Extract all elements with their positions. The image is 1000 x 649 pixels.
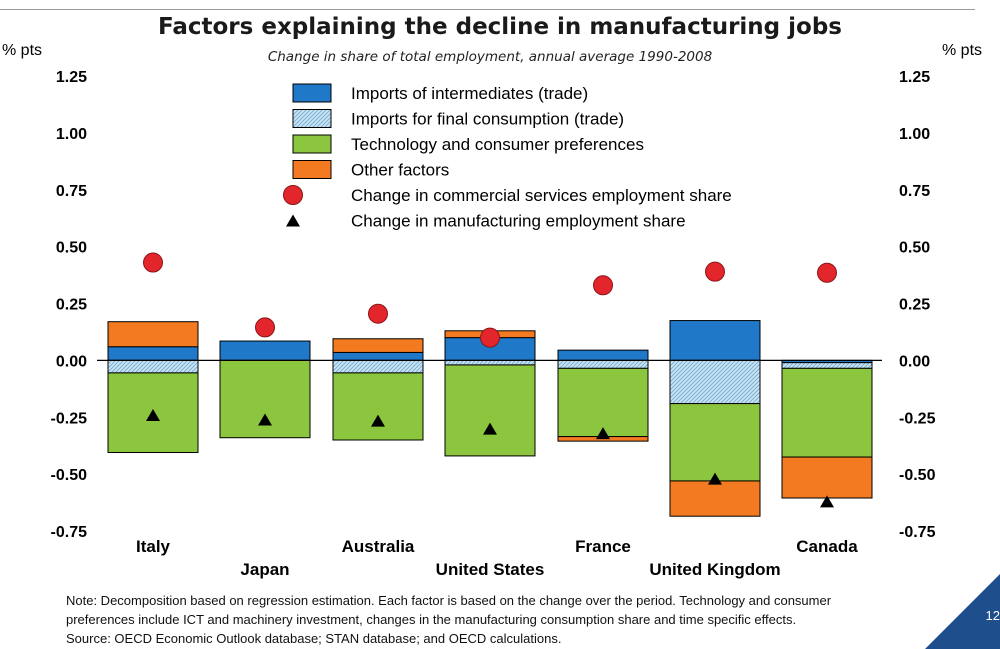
legend-swatch-final [292,109,332,128]
y-tick-label-right: -0.75 [899,524,936,541]
marker-services [368,303,388,324]
legend-label-manufacturing: Change in manufacturing employment share [351,212,686,231]
marker-services [255,317,275,338]
bar-tech [669,403,761,482]
legend-swatch-other [292,160,332,179]
bar-other [781,456,873,499]
y-axis-unit-right: % pts [942,42,983,59]
note-line-2: preferences include ICT and machinery in… [66,612,797,627]
chart-note: Note: Decomposition based on regression … [66,591,966,648]
marker-manufacturing [371,414,385,427]
page-number: 12 [985,608,1000,623]
marker-manufacturing [146,408,160,421]
bar-tech [557,367,649,438]
bar-intermediates [669,320,761,361]
x-tick-label: Japan [240,560,289,579]
marker-services [817,262,837,283]
y-tick-label-right: -0.50 [899,467,936,484]
legend-label-services: Change in commercial services employment… [351,186,732,205]
legend-label-tech: Technology and consumer preferences [351,135,644,154]
bar-final [557,359,649,369]
bar-final [107,359,199,374]
bar-other [669,480,761,517]
bar-final [781,362,873,369]
bar-intermediates [557,349,649,361]
y-tick-label-left: 0.00 [56,353,87,370]
bar-other [332,338,424,353]
marker-services [593,275,613,296]
y-tick-label-right: 0.00 [899,353,930,370]
legend-label-final: Imports for final consumption (trade) [351,110,624,129]
bar-tech [444,364,536,457]
y-tick-label-left: -0.25 [51,410,88,427]
bar-intermediates [332,351,424,361]
y-tick-label-left: -0.50 [51,467,88,484]
legend-swatch-manufacturing [286,214,300,227]
marker-manufacturing [483,422,497,435]
y-axis-unit-left: % pts [2,42,43,59]
y-tick-label-right: 1.00 [899,126,930,143]
chart-area: 1.25 1.25 1.00 1.00 0.75 0.75 0.50 0.50 0.25 0.25… [51,69,936,579]
bar-tech [781,367,873,458]
marker-services [143,252,163,273]
marker-manufacturing [708,472,722,485]
chart-title: Factors explaining the decline in manufa… [157,14,842,40]
y-tick-label-right: -0.25 [899,410,936,427]
marker-manufacturing [258,413,272,426]
marker-manufacturing [596,427,610,440]
x-tick-label: Italy [136,537,171,556]
bar-final [669,359,761,405]
bar-intermediates [219,340,311,361]
y-tick-label-left: 1.00 [56,126,87,143]
bar-final [444,359,536,366]
corner-badge [925,574,1000,649]
y-tick-label-left: 1.25 [56,69,87,86]
y-tick-label-left: 0.75 [56,183,87,200]
corner-triangle [925,574,1000,649]
x-tick-label: Canada [796,537,858,556]
bar-final [332,359,424,374]
y-tick-label-right: 0.75 [899,183,930,200]
legend-swatch-services [283,185,303,205]
y-tick-label-right: 1.25 [899,69,930,86]
bar-tech [219,359,311,439]
x-tick-label: United Kingdom [649,560,780,579]
y-tick-label-left: -0.75 [51,524,88,541]
legend-label-other: Other factors [351,161,449,180]
y-tick-label-right: 0.25 [899,297,930,314]
marker-services [480,327,500,348]
bar-intermediates [107,346,199,361]
y-tick-label-left: 0.50 [56,240,87,257]
bar-tech [332,372,424,441]
bar-other [107,321,199,348]
top-rule [0,9,975,10]
legend-swatch-intermediates [292,83,332,103]
x-tick-label: Australia [342,537,415,556]
x-tick-label: United States [436,560,545,579]
marker-services [705,261,725,282]
chart-subtitle: Change in share of total employment, ann… [267,49,713,65]
legend-label-intermediates: Imports of intermediates (trade) [351,84,588,103]
y-tick-label-right: 0.50 [899,240,930,257]
marker-manufacturing [820,495,834,508]
legend-swatch-tech [292,134,332,154]
note-line-1: Note: Decomposition based on regression … [66,593,832,608]
note-line-3: Source: OECD Economic Outlook database; … [66,631,562,646]
y-tick-label-left: 0.25 [56,297,87,314]
x-tick-label: France [575,537,631,556]
